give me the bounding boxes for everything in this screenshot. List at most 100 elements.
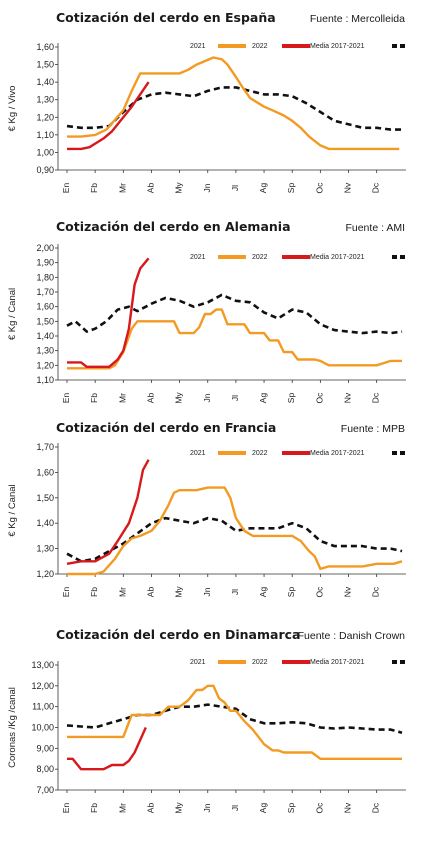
x-tick-label: Jl [230, 805, 240, 811]
x-tick-label: Fb [89, 183, 99, 193]
y-tick-label: 1,70 [36, 442, 54, 452]
legend-label-2021: 2021 [190, 254, 206, 261]
chart-francia: Cotización del cerdo en Francia Fuente : … [7, 420, 408, 598]
y-tick-label: 1,40 [36, 77, 54, 87]
y-tick-label: 10,00 [31, 723, 54, 733]
x-tick-label: En [61, 393, 71, 404]
series-line-2021 [67, 684, 402, 760]
x-tick-label: Ab [145, 393, 155, 404]
chart-panel-alemania: Cotización del cerdo en Alemania Fuente :… [0, 210, 427, 415]
x-tick-label: Oc [314, 586, 324, 598]
y-tick-label: 1,40 [36, 331, 54, 341]
y-tick-label: 1,30 [36, 95, 54, 105]
x-tick-label: Sp [286, 183, 296, 194]
legend-label-2021: 2021 [190, 659, 206, 666]
x-tick-label: Fb [89, 803, 99, 813]
x-tick-label: Dc [371, 392, 381, 403]
chart-title: Cotización del cerdo en Francia [56, 420, 276, 435]
x-tick-label: Sp [286, 803, 296, 814]
series-line-media-2017-2021 [66, 516, 403, 563]
x-tick-label: Jn [202, 587, 212, 596]
x-tick-label: My [174, 586, 184, 598]
chart-espana: Cotización del cerdo en España Fuente : M… [7, 10, 408, 194]
x-tick-label: En [61, 587, 71, 598]
x-tick-label: Ab [145, 587, 155, 598]
chart-legend: 2021 2022 Media 2017-2021 [190, 450, 408, 457]
x-tick-label: Dc [371, 586, 381, 597]
y-tick-label: 1,30 [36, 544, 54, 554]
y-axis-label: € Kg / Canal [7, 484, 18, 536]
y-tick-label: 1,50 [36, 493, 54, 503]
x-tick-label: Oc [314, 802, 324, 814]
legend-label-media-2017-2021: Media 2017-2021 [310, 450, 365, 457]
y-axis-label: € Kg / Canal [7, 288, 18, 340]
chart-title: Cotización del cerdo en España [56, 10, 276, 25]
y-tick-label: 1,10 [36, 375, 54, 385]
y-tick-label: 1,50 [36, 316, 54, 326]
y-tick-label: 0,90 [36, 165, 54, 175]
chart-dinamarca: Cotización del cerdo en DinamarcaFuente … [7, 627, 408, 814]
x-tick-label: Mr [117, 587, 127, 597]
x-tick-label: Mr [117, 393, 127, 403]
x-tick-label: Dc [371, 182, 381, 193]
x-tick-label: Ag [258, 183, 268, 194]
y-tick-label: 1,20 [36, 569, 54, 579]
x-tick-label: Ab [145, 803, 155, 814]
legend-label-2022: 2022 [252, 254, 268, 261]
series-line-2021 [67, 486, 403, 576]
y-tick-label: 1,60 [36, 467, 54, 477]
x-tick-label: Nv [343, 802, 353, 813]
x-tick-label: My [174, 802, 184, 814]
x-tick-label: Mr [117, 183, 127, 193]
legend-label-media-2017-2021: Media 2017-2021 [310, 43, 365, 50]
y-tick-label: 1,10 [36, 130, 54, 140]
legend-label-2021: 2021 [190, 43, 206, 50]
y-tick-label: 1,20 [36, 360, 54, 370]
x-tick-label: Nv [343, 392, 353, 403]
legend-label-2022: 2022 [252, 43, 268, 50]
x-tick-label: Nv [343, 586, 353, 597]
y-tick-label: 7,00 [36, 785, 54, 795]
y-tick-label: 8,00 [36, 764, 54, 774]
chart-title: Cotización del cerdo en Alemania [56, 219, 291, 234]
chart-source: Fuente : MPB [341, 423, 405, 435]
x-tick-label: En [61, 183, 71, 194]
y-tick-label: 13,00 [31, 660, 54, 670]
chart-alemania: Cotización del cerdo en Alemania Fuente :… [7, 219, 408, 404]
y-tick-label: 1,20 [36, 112, 54, 122]
series-line-2021 [67, 308, 402, 370]
x-tick-label: Jn [202, 183, 212, 192]
x-tick-label: Ab [145, 183, 155, 194]
chart-legend: 2021 2022 Media 2017-2021 [190, 43, 408, 50]
x-tick-label: Jn [202, 393, 212, 402]
x-tick-label: Sp [286, 587, 296, 598]
x-tick-label: Dc [371, 802, 381, 813]
x-tick-label: Ag [258, 393, 268, 404]
chart-source: Fuente : AMI [345, 222, 405, 234]
x-tick-label: Jn [202, 803, 212, 812]
y-tick-label: 1,60 [36, 42, 54, 52]
x-tick-label: Fb [89, 587, 99, 597]
y-tick-label: 1,00 [36, 147, 54, 157]
chart-panel-francia: Cotización del cerdo en Francia Fuente : … [0, 410, 427, 620]
x-tick-label: Jl [230, 185, 240, 191]
legend-label-media-2017-2021: Media 2017-2021 [310, 254, 365, 261]
chart-legend: 2021 2022 Media 2017-2021 [190, 254, 408, 261]
x-tick-label: En [61, 803, 71, 814]
legend-label-2022: 2022 [252, 450, 268, 457]
legend-label-2021: 2021 [190, 450, 206, 457]
legend-label-2022: 2022 [252, 659, 268, 666]
chart-source: Fuente : Mercolleida [310, 13, 405, 25]
y-tick-label: 1,40 [36, 518, 54, 528]
legend-label-media-2017-2021: Media 2017-2021 [310, 659, 365, 666]
y-tick-label: 1,50 [36, 60, 54, 70]
series-line-media-2017-2021 [66, 293, 403, 335]
chart-source: Fuente : Danish Crown [298, 630, 406, 642]
y-tick-label: 1,80 [36, 272, 54, 282]
x-tick-label: Fb [89, 393, 99, 403]
series-line-2022 [66, 459, 150, 565]
y-tick-label: 9,00 [36, 743, 54, 753]
y-axis-label: € Kg / Vivo [7, 86, 18, 132]
series-line-2022 [67, 257, 150, 368]
series-line-2021 [67, 56, 400, 151]
